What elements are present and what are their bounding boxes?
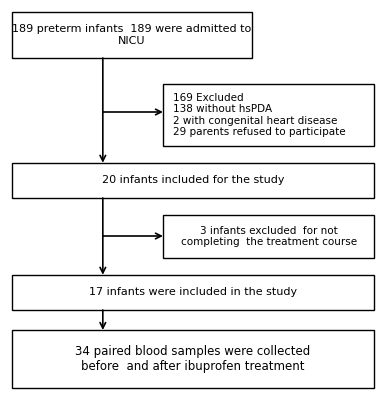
FancyBboxPatch shape	[163, 84, 374, 146]
Text: 189 preterm infants  189 were admitted to
NICU: 189 preterm infants 189 were admitted to…	[12, 24, 251, 46]
FancyBboxPatch shape	[12, 330, 374, 388]
Text: 169 Excluded
138 without hsPDA
2 with congenital heart disease
29 parents refuse: 169 Excluded 138 without hsPDA 2 with co…	[173, 93, 345, 137]
Text: 17 infants were included in the study: 17 infants were included in the study	[89, 287, 297, 298]
FancyBboxPatch shape	[12, 163, 374, 198]
Text: 20 infants included for the study: 20 infants included for the study	[102, 175, 284, 185]
Text: 3 infants excluded  for not
completing  the treatment course: 3 infants excluded for not completing th…	[181, 226, 357, 247]
Text: 34 paired blood samples were collected
before  and after ibuprofen treatment: 34 paired blood samples were collected b…	[75, 345, 311, 373]
FancyBboxPatch shape	[163, 215, 374, 258]
FancyBboxPatch shape	[12, 12, 252, 58]
FancyBboxPatch shape	[12, 275, 374, 310]
